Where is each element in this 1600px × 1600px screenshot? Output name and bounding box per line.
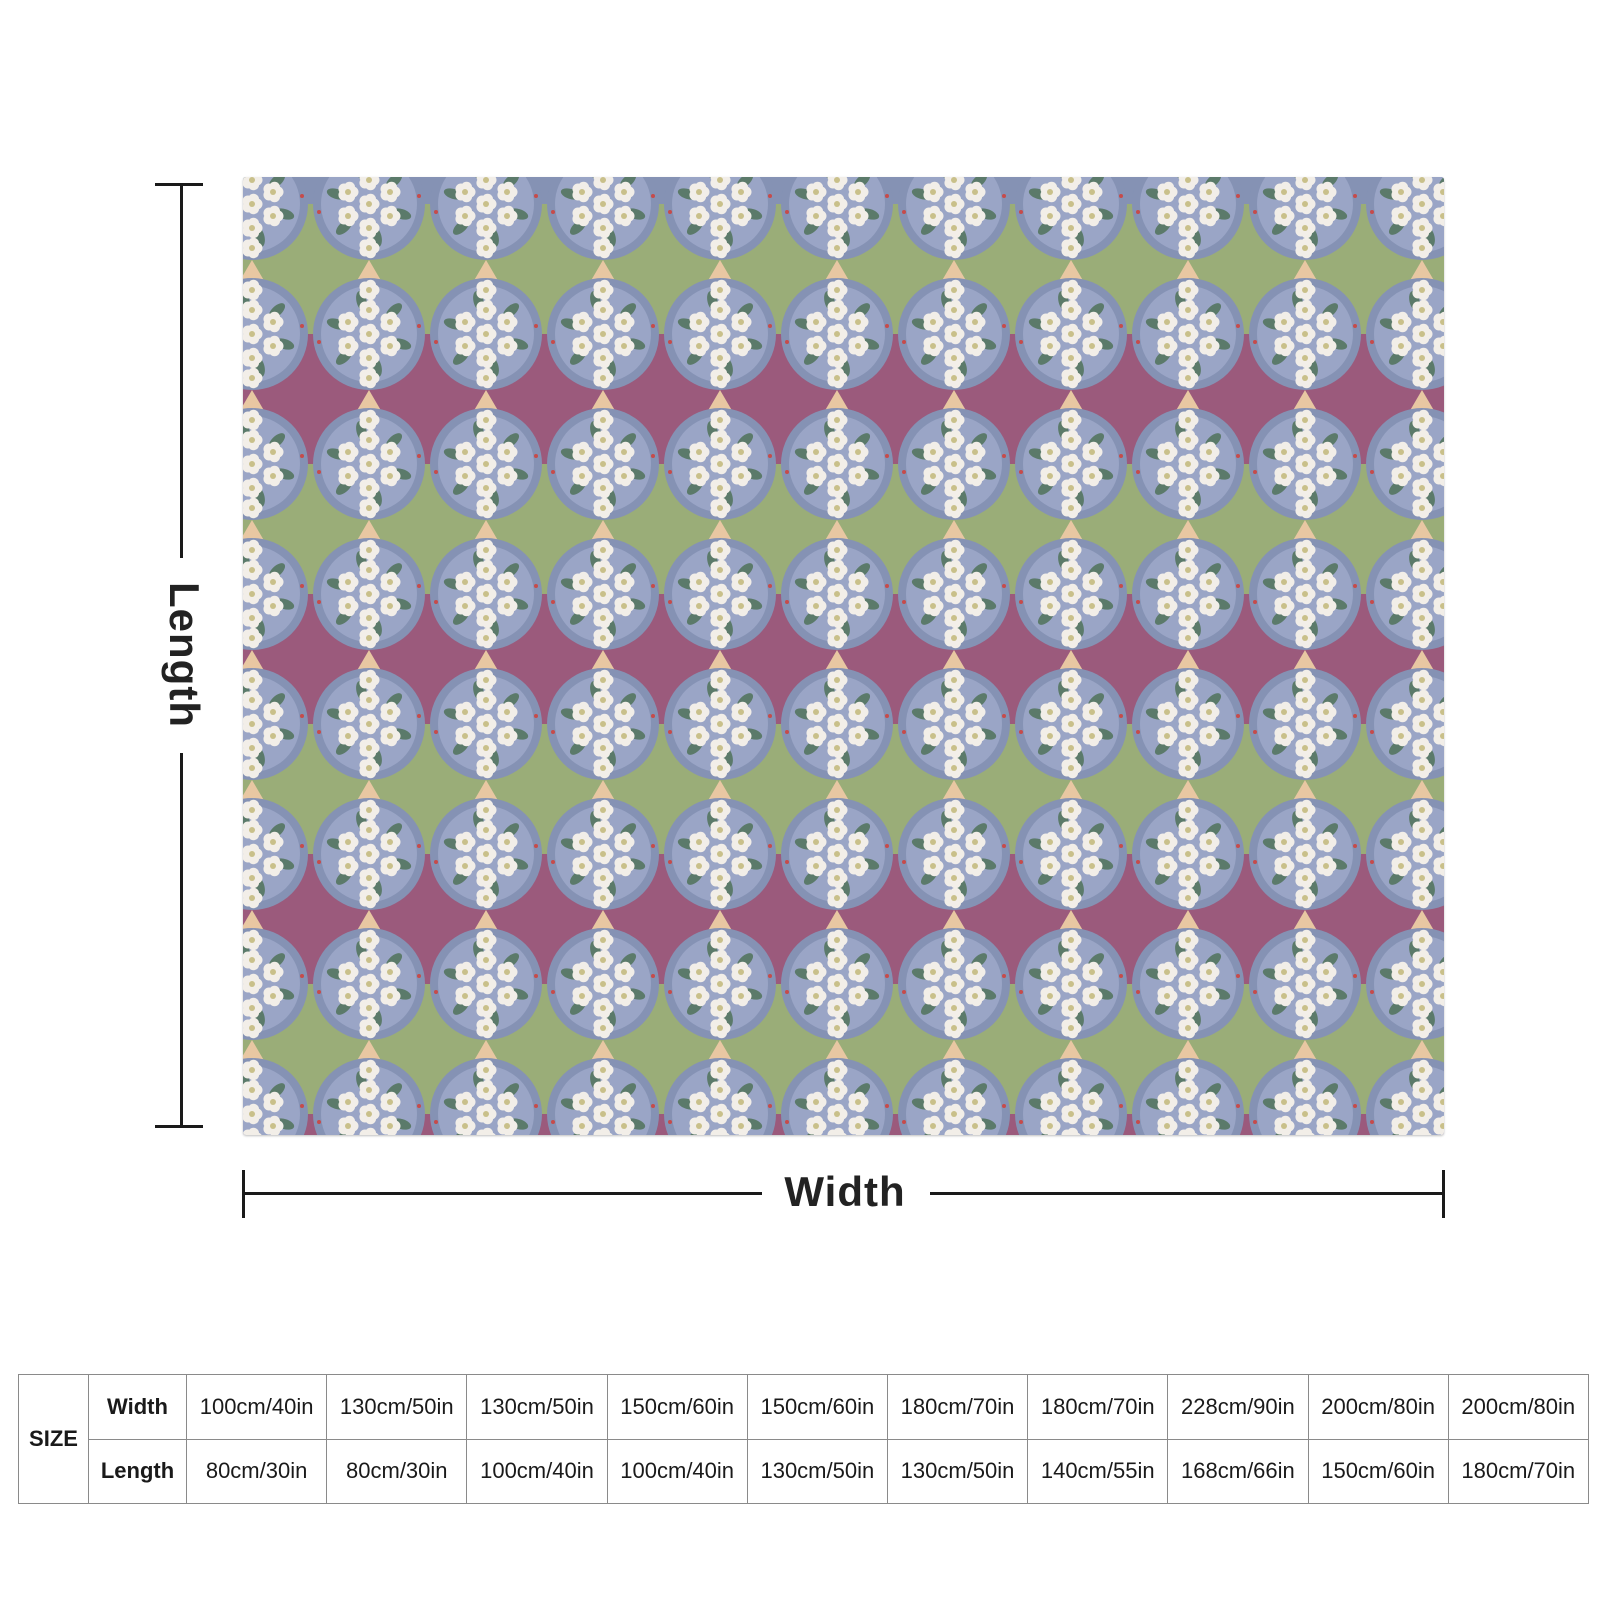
width-cell: 130cm/50in: [466, 1374, 608, 1440]
length-cell: 100cm/40in: [466, 1438, 608, 1504]
length-cell: 100cm/40in: [606, 1438, 748, 1504]
width-cell: 100cm/40in: [185, 1374, 328, 1440]
length-cell: 130cm/50in: [746, 1438, 888, 1504]
length-top-tick: [155, 183, 203, 186]
width-cell: 228cm/90in: [1167, 1374, 1309, 1440]
length-cell: 140cm/55in: [1027, 1438, 1169, 1504]
length-cell: 80cm/30in: [185, 1438, 328, 1504]
size-table: SIZE Width 100cm/40in 130cm/50in 130cm/5…: [18, 1374, 1589, 1504]
width-cell: 150cm/60in: [606, 1374, 748, 1440]
width-cell: 200cm/80in: [1307, 1374, 1449, 1440]
length-cell: 180cm/70in: [1447, 1438, 1589, 1504]
width-cell: 180cm/70in: [1027, 1374, 1169, 1440]
length-cell: 168cm/66in: [1167, 1438, 1309, 1504]
width-row-header: Width: [88, 1374, 187, 1440]
width-right-tick: [1442, 1170, 1445, 1218]
length-line-lower: [180, 753, 183, 1128]
size-table-length-row: Length 80cm/30in 80cm/30in 100cm/40in 10…: [19, 1438, 1589, 1504]
floral-pattern-graphic: [243, 177, 1444, 1135]
blanket-pattern: [243, 177, 1444, 1135]
width-cell: 180cm/70in: [886, 1374, 1029, 1440]
width-cell: 150cm/60in: [746, 1374, 888, 1440]
size-header: SIZE: [18, 1374, 89, 1504]
width-line-left: [242, 1192, 762, 1195]
flower-medallions: [243, 177, 1444, 1135]
length-line-upper: [180, 183, 183, 558]
length-row-header: Length: [88, 1438, 187, 1504]
length-cell: 130cm/50in: [886, 1438, 1029, 1504]
length-cell: 80cm/30in: [326, 1438, 468, 1504]
length-bottom-tick: [155, 1125, 203, 1128]
width-line-right: [930, 1192, 1445, 1195]
width-cell: 200cm/80in: [1447, 1374, 1589, 1440]
size-table-width-row: SIZE Width 100cm/40in 130cm/50in 130cm/5…: [18, 1374, 1589, 1504]
length-cell: 150cm/60in: [1307, 1438, 1449, 1504]
width-cell: 130cm/50in: [326, 1374, 468, 1440]
width-label: Width: [784, 1168, 906, 1215]
